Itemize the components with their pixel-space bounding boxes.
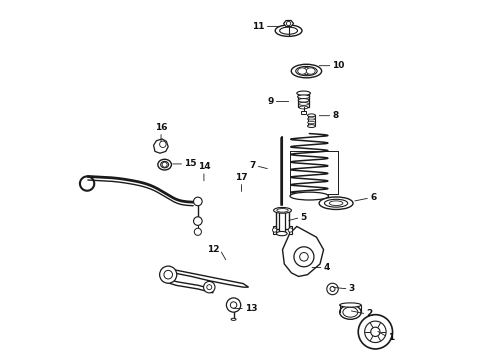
Text: 7: 7 xyxy=(249,161,256,170)
Text: 5: 5 xyxy=(300,213,307,222)
Circle shape xyxy=(230,302,237,308)
Circle shape xyxy=(300,252,308,261)
Ellipse shape xyxy=(340,305,361,319)
Text: 1: 1 xyxy=(388,333,394,342)
Ellipse shape xyxy=(329,201,343,206)
Circle shape xyxy=(226,298,241,312)
Text: 11: 11 xyxy=(252,22,265,31)
Circle shape xyxy=(294,247,314,267)
Ellipse shape xyxy=(308,121,316,123)
Text: 10: 10 xyxy=(333,61,345,70)
Ellipse shape xyxy=(340,303,361,307)
Polygon shape xyxy=(168,279,213,293)
Bar xyxy=(298,93,309,108)
Ellipse shape xyxy=(324,199,348,207)
Ellipse shape xyxy=(308,114,316,117)
Ellipse shape xyxy=(276,231,287,236)
Circle shape xyxy=(162,162,167,167)
Circle shape xyxy=(207,285,212,290)
Bar xyxy=(301,111,306,113)
Circle shape xyxy=(303,67,310,75)
Ellipse shape xyxy=(276,207,287,211)
Text: 3: 3 xyxy=(348,284,355,293)
Circle shape xyxy=(287,21,291,26)
Circle shape xyxy=(371,327,380,337)
Ellipse shape xyxy=(298,103,309,105)
Circle shape xyxy=(365,321,386,342)
Ellipse shape xyxy=(319,197,353,210)
Circle shape xyxy=(164,270,172,279)
Ellipse shape xyxy=(161,161,169,168)
Ellipse shape xyxy=(298,99,309,102)
Circle shape xyxy=(327,283,338,295)
Circle shape xyxy=(288,228,293,232)
Bar xyxy=(289,226,292,234)
Ellipse shape xyxy=(291,64,321,78)
Text: 9: 9 xyxy=(267,97,273,106)
Text: 12: 12 xyxy=(207,245,220,254)
Circle shape xyxy=(194,217,202,225)
Bar xyxy=(308,115,316,126)
Text: 14: 14 xyxy=(197,162,210,171)
Ellipse shape xyxy=(290,192,329,200)
Bar xyxy=(276,210,289,229)
Bar xyxy=(279,208,285,234)
Bar xyxy=(273,226,276,234)
Circle shape xyxy=(194,228,201,235)
Polygon shape xyxy=(168,269,248,287)
Ellipse shape xyxy=(280,27,297,34)
Ellipse shape xyxy=(296,66,317,76)
Ellipse shape xyxy=(273,207,292,213)
Ellipse shape xyxy=(277,208,288,212)
Ellipse shape xyxy=(231,318,236,320)
Text: 2: 2 xyxy=(367,310,373,319)
Ellipse shape xyxy=(306,68,315,74)
Polygon shape xyxy=(283,226,323,276)
Circle shape xyxy=(272,228,277,232)
Ellipse shape xyxy=(158,159,172,170)
Circle shape xyxy=(203,282,215,293)
Polygon shape xyxy=(153,139,168,153)
Ellipse shape xyxy=(308,118,316,120)
Circle shape xyxy=(160,141,166,148)
Text: 13: 13 xyxy=(245,304,258,313)
Ellipse shape xyxy=(308,125,316,127)
Text: 6: 6 xyxy=(370,193,376,202)
Text: 16: 16 xyxy=(155,123,167,132)
Ellipse shape xyxy=(343,307,358,317)
Ellipse shape xyxy=(298,68,307,74)
Text: 4: 4 xyxy=(323,263,330,272)
Circle shape xyxy=(160,266,177,283)
Circle shape xyxy=(358,315,392,349)
Text: 17: 17 xyxy=(235,173,248,182)
Ellipse shape xyxy=(275,25,302,36)
Circle shape xyxy=(194,197,202,206)
Text: 15: 15 xyxy=(184,159,197,168)
Polygon shape xyxy=(284,21,294,27)
Text: 8: 8 xyxy=(333,111,339,120)
Ellipse shape xyxy=(297,91,310,95)
Ellipse shape xyxy=(300,68,313,74)
Circle shape xyxy=(330,287,335,292)
Ellipse shape xyxy=(299,106,308,109)
Ellipse shape xyxy=(297,95,310,99)
